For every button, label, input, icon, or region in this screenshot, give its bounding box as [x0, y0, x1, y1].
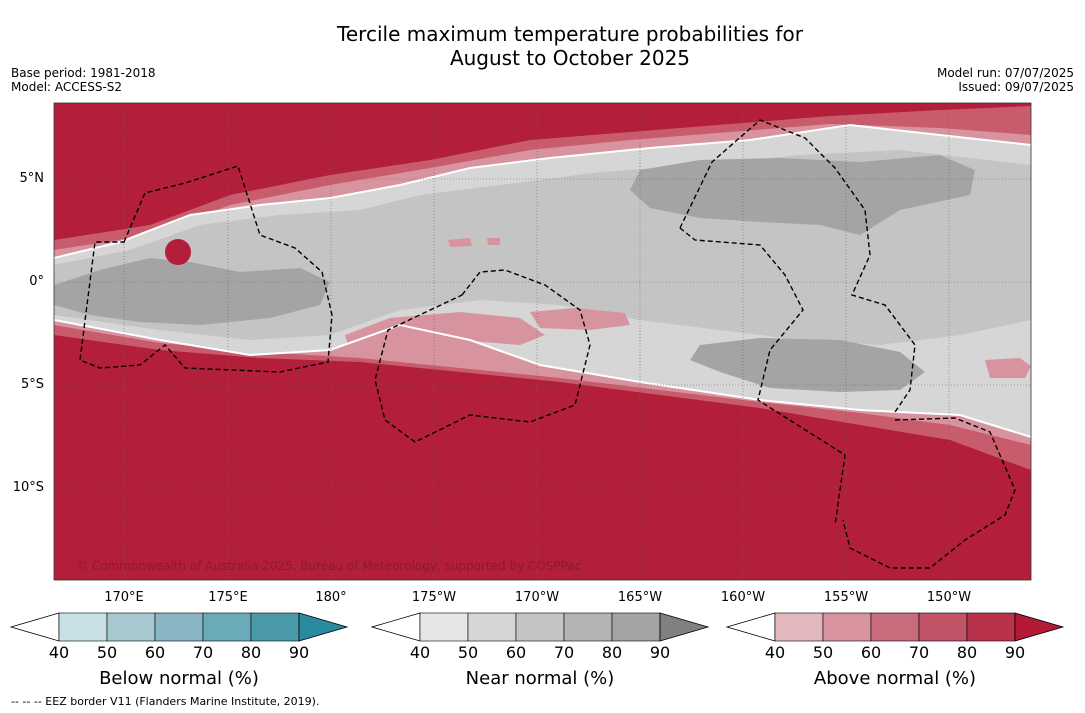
above-tick: 40 [764, 643, 786, 662]
lat-label-5s: 5°S [20, 377, 44, 392]
below-tick: 90 [288, 643, 310, 662]
above-colorbar-segment [918, 612, 968, 642]
map-frame [53, 102, 1032, 581]
meta-right: Model run: 07/07/2025 Issued: 09/07/2025 [937, 66, 1074, 94]
above-patch-central [530, 308, 630, 330]
near-tick: 50 [457, 643, 479, 662]
above-patch-south-central [345, 312, 545, 355]
above-colorbar-segment [822, 612, 872, 642]
below-colorbar-segment [250, 612, 300, 642]
below-tick: 80 [240, 643, 262, 662]
lon-label-175w: 175°W [411, 590, 457, 605]
above-tick: 90 [1004, 643, 1026, 662]
below-colorbar-segment [202, 612, 252, 642]
below-colorbar-segment [106, 612, 156, 642]
above-tick: 80 [956, 643, 978, 662]
above-colorbar-min-extend [725, 612, 776, 642]
above-colorbar-segment [870, 612, 920, 642]
below-tick: 70 [192, 643, 214, 662]
below-tick: 60 [144, 643, 166, 662]
eez-border-kiribati-gilbert [79, 165, 333, 373]
near-dark-patch-south [690, 338, 925, 392]
copyright-note: © Commonwealth of Australia 2025, Bureau… [76, 559, 582, 573]
near-colorbar-segment [467, 612, 517, 642]
near-tick: 80 [601, 643, 623, 662]
probability-field [54, 103, 1031, 580]
near-tick: 40 [409, 643, 431, 662]
colorbars [9, 612, 1065, 642]
map-title: Tercile maximum temperature probabilitie… [250, 22, 890, 70]
above-colorbar-segment [774, 612, 824, 642]
title-line-2: August to October 2025 [449, 46, 691, 70]
lon-label-150w: 150°W [926, 590, 972, 605]
near-colorbar-max-extend [659, 612, 710, 642]
lon-label-165w: 165°W [617, 590, 663, 605]
lon-label-160w: 160°W [720, 590, 766, 605]
meta-left: Base period: 1981-2018 Model: ACCESS-S2 [11, 66, 156, 94]
lon-label-180: 180° [315, 590, 347, 605]
above-colorbar-max-extend [1014, 612, 1065, 642]
tercile-boundary-north [54, 123, 1031, 259]
grid-lines [54, 103, 1031, 580]
near-tick: 90 [649, 643, 671, 662]
model-name: Model: ACCESS-S2 [11, 80, 123, 94]
below-tick: 40 [48, 643, 70, 662]
near-colorbar-segment [563, 612, 613, 642]
eez-border-line-internal [679, 227, 846, 526]
eez-border-south-east [842, 417, 1016, 569]
issued-date: Issued: 09/07/2025 [958, 80, 1074, 94]
above-hotspot [165, 239, 191, 265]
below-colorbar-max-extend [298, 612, 349, 642]
lat-label-10s: 10°S [12, 480, 44, 495]
below-colorbar-segment [154, 612, 204, 642]
below-tick: 50 [96, 643, 118, 662]
near-tick: 60 [505, 643, 527, 662]
above-patch-small-2 [487, 238, 500, 245]
base-period: Base period: 1981-2018 [11, 66, 156, 80]
lon-label-175e: 175°E [208, 590, 248, 605]
near-tick: 70 [553, 643, 575, 662]
title-line-1: Tercile maximum temperature probabilitie… [337, 22, 803, 46]
near-dark-patch-north [630, 155, 975, 235]
lon-label-170w: 170°W [514, 590, 560, 605]
above-colorbar-segment [966, 612, 1016, 642]
near-dark-patch-west [54, 258, 330, 325]
near-colorbar-segment [419, 612, 469, 642]
below-colorbar-min-extend [9, 612, 60, 642]
near-colorbar-min-extend [370, 612, 421, 642]
above-tick: 50 [812, 643, 834, 662]
above-patch-east [985, 358, 1031, 378]
near-colorbar-segment [611, 612, 661, 642]
above-patch-small-1 [448, 238, 472, 247]
near-normal-label: Near normal (%) [465, 668, 615, 689]
model-run: Model run: 07/07/2025 [936, 66, 1074, 80]
lat-label-0: 0° [29, 274, 44, 289]
below-colorbar-segment [58, 612, 108, 642]
above-tick: 60 [860, 643, 882, 662]
lat-label-5n: 5°N [19, 171, 45, 186]
near-colorbar-segment [515, 612, 565, 642]
lon-label-155w: 155°W [823, 590, 869, 605]
above-tick: 70 [908, 643, 930, 662]
tercile-boundary-south [54, 319, 1031, 438]
lon-label-170e: 170°E [104, 590, 144, 605]
eez-footnote: -- -- -- EEZ border V11 (Flanders Marine… [11, 695, 320, 708]
eez-border-kiribati-line-north [679, 119, 916, 413]
below-normal-label: Below normal (%) [99, 668, 259, 689]
eez-borders [79, 119, 1016, 569]
above-normal-label: Above normal (%) [813, 668, 977, 689]
